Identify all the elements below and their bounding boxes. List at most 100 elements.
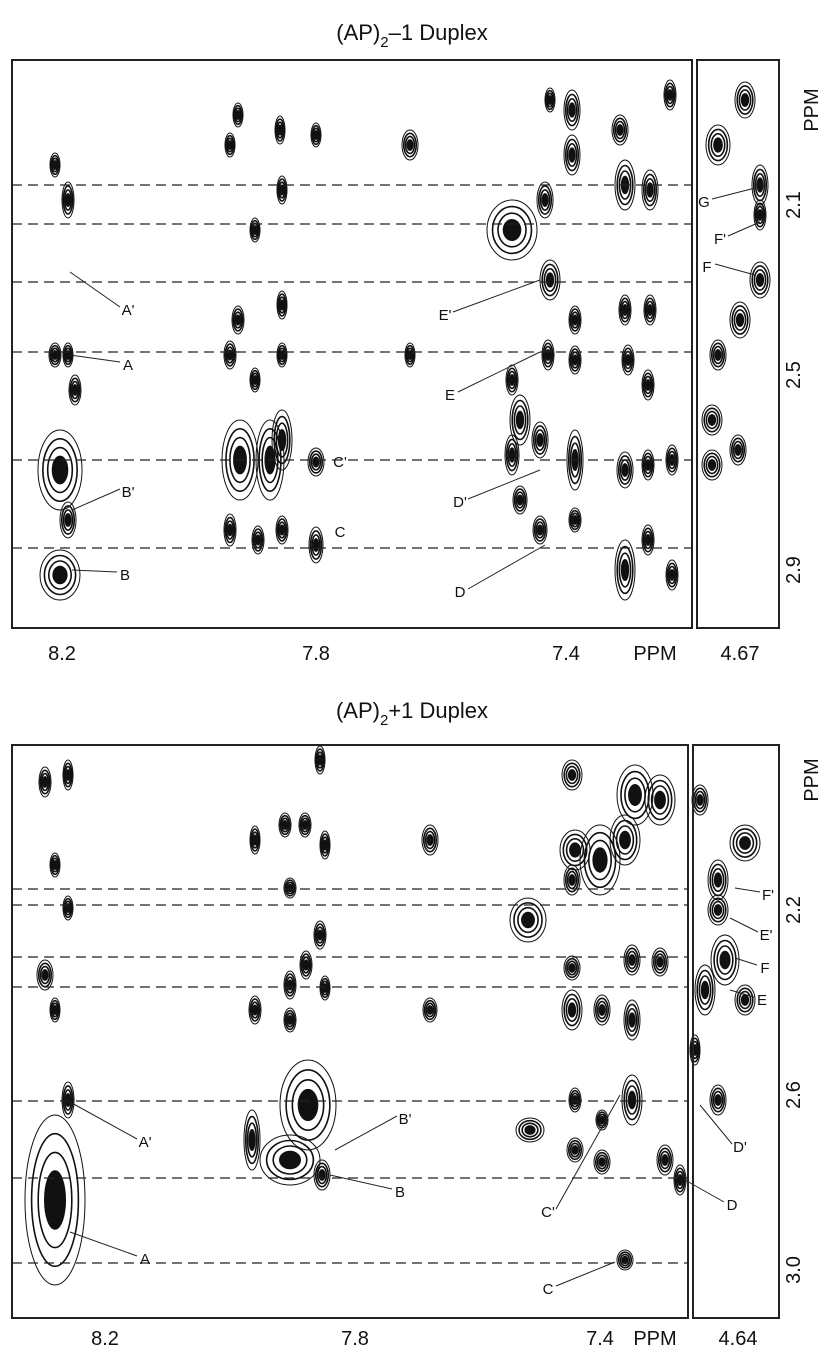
contour	[598, 1157, 606, 1167]
contour	[224, 132, 236, 158]
contour	[68, 374, 82, 406]
peak-label: F	[702, 259, 711, 276]
contour	[30, 1132, 80, 1268]
contour	[51, 157, 59, 173]
contour	[311, 534, 321, 556]
contour	[226, 137, 234, 153]
leader-line	[684, 1179, 725, 1203]
contour	[244, 1115, 260, 1165]
peak-label: D'	[453, 494, 467, 511]
contour	[515, 1117, 545, 1143]
contour	[626, 950, 638, 970]
contour	[757, 209, 763, 221]
leader-line	[334, 1115, 398, 1151]
contour	[504, 434, 520, 476]
contour	[618, 294, 632, 326]
contour	[251, 372, 259, 388]
contour	[531, 421, 549, 459]
contour	[734, 81, 756, 119]
contour	[273, 415, 291, 465]
contour	[709, 339, 727, 371]
contour	[275, 422, 289, 458]
contour	[641, 169, 659, 211]
contour	[570, 512, 580, 528]
contour	[587, 839, 612, 881]
peak-label: A	[140, 1251, 150, 1268]
contour	[740, 93, 750, 107]
side-tick-label: 4.64	[719, 1328, 758, 1350]
contour	[709, 1084, 727, 1116]
leader-line	[699, 1104, 733, 1145]
contour	[52, 860, 58, 870]
contour	[307, 447, 325, 477]
contour	[756, 177, 764, 193]
contour	[39, 965, 51, 985]
peak-label: F'	[762, 887, 774, 904]
contour	[614, 159, 636, 211]
contour	[278, 181, 286, 199]
contour	[300, 817, 310, 833]
contour	[656, 956, 664, 968]
contour	[547, 95, 553, 105]
contour	[283, 970, 297, 1000]
leader-line	[711, 187, 756, 200]
contour	[37, 1151, 73, 1249]
contour	[235, 110, 241, 120]
contour	[645, 459, 651, 471]
contour	[509, 394, 531, 446]
contour	[565, 837, 585, 862]
contour	[404, 135, 416, 155]
contour	[594, 997, 610, 1023]
contour	[316, 1165, 328, 1185]
contour	[277, 124, 283, 136]
contour	[569, 1142, 581, 1158]
contour	[621, 1074, 643, 1126]
contour	[594, 1151, 610, 1173]
contour	[710, 1087, 726, 1113]
contour	[284, 1009, 296, 1031]
contour	[569, 308, 581, 332]
contour	[647, 304, 653, 316]
contour	[712, 1090, 724, 1110]
contour	[711, 900, 725, 920]
contour	[302, 820, 308, 830]
contour	[317, 929, 323, 941]
contour	[749, 261, 771, 299]
contour	[563, 864, 581, 896]
contour	[227, 523, 233, 537]
contour	[508, 447, 516, 463]
contour	[64, 765, 72, 785]
contour	[277, 428, 287, 451]
contour	[65, 769, 71, 781]
peak-label: G	[698, 194, 710, 211]
contour	[48, 342, 62, 368]
contour	[249, 825, 261, 855]
contour	[52, 160, 58, 170]
contour	[572, 1095, 578, 1105]
contour	[272, 1145, 308, 1175]
contour	[271, 409, 293, 471]
contour	[663, 79, 677, 111]
contour	[248, 1129, 256, 1152]
contour	[252, 1004, 258, 1016]
contour	[628, 1012, 636, 1028]
contour	[234, 107, 242, 123]
x-tick-label: 8.2	[91, 1328, 119, 1350]
contour	[252, 225, 258, 235]
contour	[734, 444, 742, 456]
contour	[421, 824, 439, 856]
contour	[710, 133, 726, 158]
contour	[41, 969, 49, 981]
title-part: +1 Duplex	[388, 698, 488, 723]
leader-line	[555, 1094, 621, 1210]
contour	[283, 1007, 297, 1033]
contour	[705, 124, 731, 166]
contour	[596, 1000, 608, 1020]
contour	[618, 170, 632, 200]
contour	[735, 832, 755, 854]
leader-line	[329, 1174, 393, 1190]
contour	[566, 1137, 584, 1163]
contour	[51, 455, 69, 485]
contour	[319, 830, 331, 860]
contour	[564, 957, 580, 979]
